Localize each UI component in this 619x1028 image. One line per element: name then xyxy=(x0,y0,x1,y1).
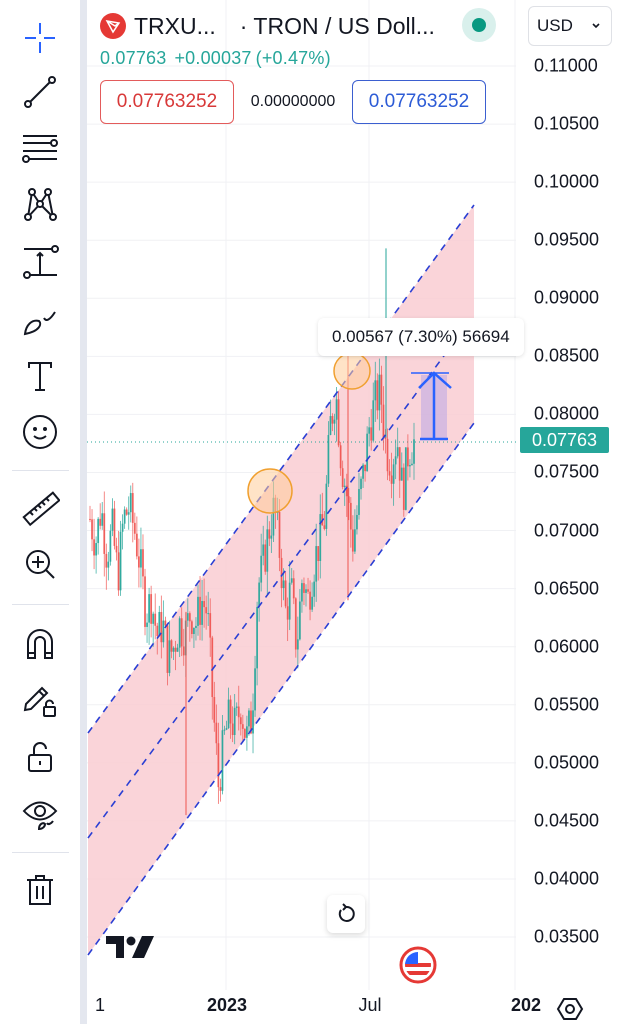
last-price: 0.07763 xyxy=(100,48,167,68)
brush-icon xyxy=(23,311,56,336)
time-label: Jul xyxy=(358,995,382,1015)
trade-panel: 0.07763252 0.00000000 0.07763252 xyxy=(100,80,486,124)
reset-icon xyxy=(338,903,355,922)
time-label: 2023 xyxy=(206,995,248,1015)
delete-drawings-tool[interactable] xyxy=(18,868,62,912)
ruler-icon xyxy=(22,491,60,527)
price-change-percent: (+0.47%) xyxy=(255,48,331,68)
hide-drawings-tool[interactable] xyxy=(18,792,62,836)
toolbar-divider xyxy=(12,470,69,471)
price-tick: 0.04000 xyxy=(534,868,600,889)
ruler-tool[interactable] xyxy=(18,488,62,532)
lock-drawings-tool[interactable] xyxy=(18,678,62,722)
trend-line-icon xyxy=(24,76,56,108)
price-tick: 0.04500 xyxy=(534,810,600,831)
currency-select[interactable]: USD xyxy=(528,6,612,46)
time-label: 1 xyxy=(95,995,106,1015)
chart-pane[interactable] xyxy=(87,0,516,990)
sidebar-divider[interactable] xyxy=(80,0,87,1024)
price-tick: 0.08000 xyxy=(534,403,600,424)
price-change: +0.00037 xyxy=(174,48,252,68)
pattern-icon xyxy=(24,188,57,221)
smiley-icon xyxy=(23,415,57,449)
fib-retracement-tool[interactable] xyxy=(18,126,62,170)
sell-button[interactable]: 0.07763252 xyxy=(100,80,234,124)
market-status-indicator[interactable] xyxy=(462,8,496,42)
trend-line-tool[interactable] xyxy=(18,70,62,114)
trash-icon xyxy=(27,875,53,905)
reset-chart-button[interactable] xyxy=(327,895,365,933)
icon-tool[interactable] xyxy=(18,410,62,454)
price-tick: 0.05000 xyxy=(534,752,600,773)
last-price-tag: 0.07763 xyxy=(520,427,609,453)
price-tick: 0.06500 xyxy=(534,578,600,599)
eye-icon xyxy=(22,801,58,831)
crosshair-icon xyxy=(25,23,55,53)
chart-settings-button[interactable] xyxy=(556,995,584,1023)
price-tick: 0.09500 xyxy=(534,229,600,250)
price-tick: 0.11000 xyxy=(534,55,598,76)
symbol-name[interactable]: TRXU... xyxy=(134,12,216,39)
text-icon xyxy=(28,362,52,391)
price-tick: 0.08500 xyxy=(534,345,600,366)
price-tick: 0.03500 xyxy=(534,926,600,947)
us-flag-icon[interactable] xyxy=(399,946,437,984)
magnet-icon xyxy=(27,629,53,659)
lock-all-tool[interactable] xyxy=(18,735,62,779)
toolbar-divider xyxy=(12,852,69,853)
symbol-header: TRXU... · TRON / US Doll... 0.07763 +0.00… xyxy=(100,8,435,69)
zoom-in-tool[interactable] xyxy=(18,542,62,586)
unlock-icon xyxy=(28,742,52,772)
settings-hexagon-icon xyxy=(556,998,584,1020)
price-range-tool[interactable] xyxy=(18,240,62,284)
toolbar-divider xyxy=(12,604,69,605)
price-tick: 0.07500 xyxy=(534,461,600,482)
spread-value: 0.00000000 xyxy=(250,93,336,110)
crosshair-tool[interactable] xyxy=(18,16,62,60)
time-axis[interactable]: 1 2023 Jul 202 xyxy=(87,990,541,1024)
price-tick: 0.06000 xyxy=(534,636,600,657)
quote-line: 0.07763 +0.00037 (+0.47%) xyxy=(100,48,435,69)
buy-button[interactable]: 0.07763252 xyxy=(352,80,486,124)
price-tick: 0.05500 xyxy=(534,694,600,715)
xabcd-pattern-tool[interactable] xyxy=(18,182,62,226)
price-tick: 0.09000 xyxy=(534,287,600,308)
brush-tool[interactable] xyxy=(18,298,62,342)
chevron-down-icon xyxy=(592,23,600,29)
price-axis[interactable]: 0.11000 0.10500 0.10000 0.09500 0.09000 0.085… xyxy=(516,0,619,990)
tron-logo-icon xyxy=(100,13,126,39)
market-open-dot-icon xyxy=(472,18,486,32)
time-label: 202 xyxy=(511,995,542,1015)
text-tool[interactable] xyxy=(18,354,62,398)
zoom-in-icon xyxy=(26,550,55,579)
pencil-lock-icon xyxy=(23,686,56,717)
price-tick: 0.10000 xyxy=(534,171,600,192)
price-chart[interactable] xyxy=(87,0,516,990)
magnet-tool[interactable] xyxy=(18,622,62,666)
measure-label: 0.00567 (7.30%) 56694 xyxy=(318,318,524,356)
tradingview-logo-icon[interactable] xyxy=(106,936,154,965)
currency-value: USD xyxy=(537,16,573,35)
fib-lines-icon xyxy=(22,135,58,163)
symbol-description: · TRON / US Doll... xyxy=(239,12,435,39)
price-tick: 0.07000 xyxy=(534,520,600,541)
drawing-toolbar xyxy=(0,0,80,1024)
price-range-icon xyxy=(23,245,59,279)
price-tick: 0.10500 xyxy=(534,113,600,134)
